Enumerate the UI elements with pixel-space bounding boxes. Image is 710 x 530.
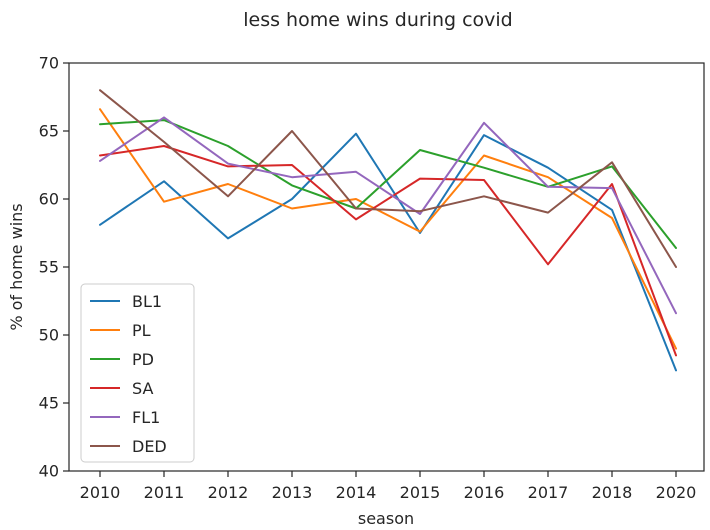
- legend-label-pl: PL: [132, 321, 151, 340]
- legend-label-fl1: FL1: [132, 408, 160, 427]
- x-tick-label: 2018: [592, 483, 633, 502]
- series-line-sa: [99, 145, 677, 357]
- x-tick-label: 2015: [400, 483, 441, 502]
- x-tick-label: 2011: [144, 483, 185, 502]
- series-layer: [99, 89, 677, 372]
- series-line-pl: [99, 108, 677, 350]
- y-axis-label: % of home wins: [7, 203, 26, 330]
- series-line-pd: [99, 119, 677, 249]
- y-tick-label: 70: [39, 54, 59, 73]
- y-axis: 40 45 50 55 60 65 70: [39, 54, 69, 481]
- x-tick-label: 2017: [528, 483, 569, 502]
- x-tick-label: 2016: [464, 483, 505, 502]
- y-tick-label: 60: [39, 190, 59, 209]
- y-tick-label: 40: [39, 462, 59, 481]
- legend-label-ded: DED: [132, 437, 167, 456]
- y-tick-label: 45: [39, 394, 59, 413]
- x-tick-label: 2010: [80, 483, 121, 502]
- chart-title: less home wins during covid: [243, 9, 513, 31]
- x-axis: 2010 2011 2012 2013 2014 2015 2016 2017 2018 2020: [80, 471, 697, 502]
- x-tick-label: 2014: [336, 483, 377, 502]
- legend: BL1 PL PD SA FL1 DED: [80, 283, 195, 463]
- x-axis-label: season: [358, 509, 414, 528]
- y-tick-label: 65: [39, 122, 59, 141]
- x-tick-label: 2012: [208, 483, 249, 502]
- legend-label-pd: PD: [132, 350, 154, 369]
- legend-label-bl1: BL1: [132, 292, 162, 311]
- series-line-ded: [99, 89, 677, 268]
- y-tick-label: 55: [39, 258, 59, 277]
- legend-label-sa: SA: [132, 379, 153, 398]
- x-tick-label: 2020: [656, 483, 697, 502]
- y-tick-label: 50: [39, 326, 59, 345]
- x-tick-label: 2013: [272, 483, 313, 502]
- series-line-bl1: [99, 132, 677, 372]
